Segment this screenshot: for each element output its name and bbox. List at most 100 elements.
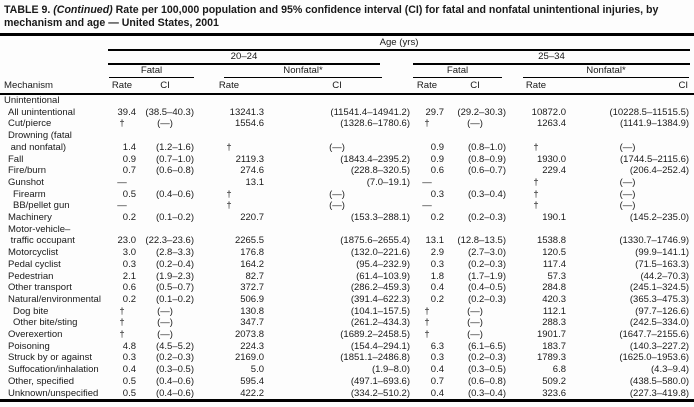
- fatal-2534-rate-cell: —: [422, 176, 432, 188]
- fatal-2024-rate-cell: 0.9: [122, 153, 136, 165]
- fatal-2024-ci-cell: (—): [157, 329, 173, 341]
- table-row: Motorcyclist 3.0 (2.8–3.3) 176.8 (132.0–221.…: [0, 247, 694, 259]
- mechanism-cell: Unintentional: [4, 95, 60, 106]
- fatal-2024-rate-cell: 0.2: [122, 293, 136, 305]
- nonfatal-2024-rate-cell: 220.7: [240, 212, 264, 224]
- nonfatal-2534-ci-cell: (44.2–70.3): [640, 270, 690, 282]
- fatal-2024-ci-cell: (1.9–2.3): [155, 270, 194, 282]
- table-row: Gunshot — 13.1 (7.0–19.1) — † (—): [0, 177, 694, 189]
- rate-column-header: Rate: [506, 78, 566, 95]
- fatal-2024-ci-cell: (1.2–1.6): [155, 141, 194, 153]
- nonfatal-2534-ci-cell: (206.4–252.4): [629, 165, 690, 177]
- mechanism-cell: Motor-vehicle– traffic occupant: [8, 223, 75, 247]
- nonfatal-2024-ci-cell: (286.2–459.3): [350, 282, 410, 294]
- fatal-2024-rate-cell: 2.1: [122, 270, 136, 282]
- nonfatal-2534-rate-cell: 1538.8: [536, 235, 566, 247]
- nonfatal-2024-ci-cell: (334.2–510.2): [264, 387, 410, 403]
- table-row: Unintentional: [0, 94, 694, 107]
- fatal-2534-ci-cell: (6.1–6.5): [467, 340, 506, 352]
- fatal-2534-ci-cell: (2.7–3.0): [467, 247, 506, 259]
- table-title: TABLE 9. (Continued) Rate per 100,000 po…: [0, 0, 694, 36]
- nonfatal-2024-ci-cell: (132.0–221.6): [350, 247, 410, 259]
- fatal-2024-rate-cell: 0.6: [122, 282, 136, 294]
- fatal-2024-ci-cell: (0.1–0.2): [155, 212, 194, 224]
- table-title-prefix: TABLE 9.: [4, 4, 51, 16]
- table-row: Other, specified 0.5 (0.4–0.6) 595.4 (497.1–…: [0, 376, 694, 388]
- fatal-2024-rate-cell: 0.3: [122, 258, 136, 270]
- fatal-2534-rate-cell: 0.9: [430, 141, 444, 153]
- fatal-2534-rate-cell: 0.4: [430, 282, 444, 294]
- fatal-2534-ci-cell: (—): [467, 329, 483, 341]
- mechanism-column-header: Mechanism: [0, 78, 108, 95]
- nonfatal-2534-ci-cell: (145.2–235.0): [629, 212, 690, 224]
- fatal-2024-rate-cell: 4.8: [122, 340, 136, 352]
- table-row: Natural/environmental 0.2 (0.1–0.2) 506.9 (3…: [0, 294, 694, 306]
- fatal-2024-rate-cell: 23.0: [117, 235, 137, 247]
- nonfatal-2534-ci-cell: (1141.9–1384.9): [620, 118, 690, 130]
- nonfatal-20-24-header: Nonfatal*: [194, 65, 410, 78]
- fatal-2024-ci-cell: (0.6–0.8): [155, 165, 194, 177]
- fatal-2024-ci-cell: (0.1–0.2): [155, 293, 194, 305]
- fatal-2534-ci-cell: (0.2–0.3): [467, 352, 506, 364]
- age-group-20-24-cell: 20–24: [108, 51, 410, 65]
- table-row: Firearm 0.5 (0.4–0.6) † (—) 0.3 (0.3–0.4) † (—): [0, 189, 694, 201]
- nonfatal-2024-ci-cell: (1851.1–2486.8): [340, 352, 410, 364]
- nonfatal-2024-ci-cell: (7.0–19.1): [366, 176, 410, 188]
- nonfatal-2024-rate-cell: 422.2: [194, 387, 264, 403]
- fatal-2024-ci-cell: (2.8–3.3): [155, 247, 194, 259]
- fatal-2534-ci-cell: (0.3–0.5): [467, 364, 506, 376]
- nonfatal-2534-ci-cell: (10228.5–11515.5): [609, 106, 690, 118]
- fatal-2024-rate-cell: †: [119, 329, 125, 341]
- fatal-2024-ci-cell: (0.4–0.6): [136, 387, 194, 403]
- fatal-2024-ci-cell: (0.5–0.7): [155, 282, 194, 294]
- fatal-2024-ci-cell: (4.5–5.2): [155, 340, 194, 352]
- mechanism-cell: Motorcyclist: [8, 247, 59, 259]
- nonfatal-2024-rate-cell: 2119.3: [235, 153, 264, 165]
- fatal-2534-rate-cell: 13.1: [425, 235, 445, 247]
- fatal-2024-rate-cell: †: [119, 305, 125, 317]
- nonfatal-label: Nonfatal*: [523, 65, 690, 78]
- nonfatal-2024-ci-cell: (497.1–693.6): [350, 375, 410, 387]
- mechanism-cell: All unintentional: [8, 106, 76, 118]
- rate-column-header: Rate: [410, 78, 444, 95]
- nonfatal-2024-rate-cell: 2265.5: [234, 235, 264, 247]
- fatal-2534-ci-cell: (29.2–30.3): [457, 106, 506, 118]
- nonfatal-2024-ci-cell: [264, 94, 410, 107]
- fatal-2534-ci-cell: (0.2–0.3): [467, 258, 506, 270]
- nonfatal-2024-rate-cell: 595.4: [240, 375, 264, 387]
- fatal-2534-rate-cell: 0.6: [430, 165, 444, 177]
- table-row: Other bite/sting † (—) 347.7 (261.2–434.3) † (…: [0, 317, 694, 329]
- fatal-2534-rate-cell: 6.3: [430, 340, 444, 352]
- fatal-2024-ci-cell: (0.3–0.5): [155, 364, 194, 376]
- nonfatal-2024-rate-cell: 1554.6: [234, 118, 264, 130]
- nonfatal-2024-ci-cell: (—): [329, 188, 345, 200]
- fatal-2024-rate-cell: 0.5: [122, 188, 136, 200]
- fatal-2024-ci-cell: [136, 200, 194, 212]
- fatal-2534-rate-cell: 29.7: [425, 106, 445, 118]
- column-header-row: Mechanism Rate CI Rate CI Rate CI Rate C…: [0, 78, 694, 95]
- nonfatal-2534-rate-cell: 288.3: [542, 317, 566, 329]
- nonfatal-2024-rate-cell: †: [226, 141, 232, 153]
- nonfatal-2534-rate-cell: 1930.0: [536, 153, 566, 165]
- table-title-text: Rate per 100,000 population and 95% conf…: [4, 4, 659, 29]
- nonfatal-2534-rate-cell: †: [533, 141, 539, 153]
- nonfatal-2024-ci-cell: (1689.2–2458.5): [340, 329, 410, 341]
- fatal-label: Fatal: [413, 65, 502, 78]
- table-row: Motor-vehicle– traffic occupant 23.0 (22.3…: [0, 224, 694, 247]
- fatal-2024-rate-cell: 1.4: [122, 141, 136, 153]
- age-group-row: 20–24 25–34: [0, 51, 694, 65]
- fatal-2024-rate-cell: —: [117, 200, 127, 212]
- fatal-2024-rate-cell: 39.4: [117, 106, 137, 118]
- fatal-2024-ci-cell: [136, 94, 194, 107]
- mechanism-cell: Other transport: [8, 282, 72, 294]
- fatal-2534-ci-cell: (0.8–1.0): [467, 141, 506, 153]
- rate-column-header: Rate: [108, 78, 136, 95]
- fatal-2534-rate-cell: 2.9: [430, 247, 444, 259]
- mechanism-cell: Fall: [8, 153, 24, 165]
- fatal-2534-rate-cell: 0.7: [430, 375, 444, 387]
- nonfatal-2534-rate-cell: †: [533, 200, 539, 212]
- fatal-2024-ci-cell: (—): [157, 317, 173, 329]
- nonfatal-2534-rate-cell: 6.8: [552, 364, 566, 376]
- fatal-2534-rate-cell: 0.3: [430, 258, 444, 270]
- fatal-2534-ci-cell: (—): [467, 305, 483, 317]
